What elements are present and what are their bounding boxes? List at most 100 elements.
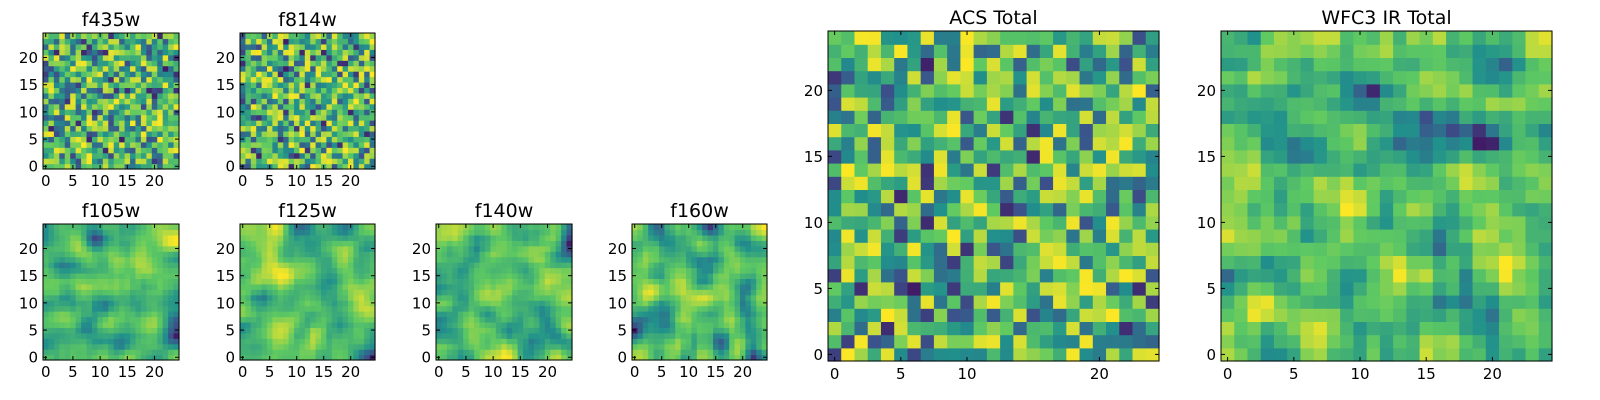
- heatmap-cell: [718, 262, 725, 269]
- heatmap-cell: [463, 262, 470, 269]
- heatmap-cell: [245, 38, 252, 45]
- heatmap-cell: [446, 316, 453, 323]
- heatmap-cell: [272, 283, 279, 290]
- heatmap-cell: [348, 234, 354, 241]
- heatmap-cell: [642, 256, 649, 263]
- heatmap-cell: [124, 327, 131, 334]
- heatmap-cell: [53, 147, 60, 154]
- heatmap-cell: [907, 176, 922, 190]
- heatmap-cell: [1039, 44, 1054, 58]
- heatmap-cell: [108, 87, 115, 94]
- heatmap-cell: [315, 267, 322, 274]
- heatmap-cell: [288, 114, 295, 121]
- heatmap-cell: [288, 251, 295, 258]
- heatmap-cell: [468, 327, 475, 334]
- heatmap-cell: [463, 321, 470, 328]
- heatmap-cell: [1313, 202, 1328, 217]
- heatmap-cell: [245, 321, 252, 328]
- heatmap-cell: [723, 245, 730, 252]
- heatmap-cell: [310, 136, 317, 143]
- heatmap-cell: [841, 215, 856, 230]
- heatmap-cell: [1013, 242, 1028, 256]
- heatmap-cell: [1119, 44, 1134, 58]
- heatmap-cell: [452, 349, 459, 356]
- heatmap-cell: [750, 267, 757, 274]
- heatmap-cell: [441, 321, 448, 328]
- heatmap-cell: [1419, 255, 1434, 270]
- heatmap-cell: [973, 295, 988, 309]
- heatmap-cell: [86, 262, 93, 269]
- heatmap-cell: [102, 278, 109, 285]
- heatmap-cell: [1221, 281, 1235, 296]
- heatmap-cell: [446, 343, 453, 350]
- heatmap-cell: [168, 54, 175, 61]
- heatmap-cell: [310, 120, 317, 127]
- heatmap-cell: [294, 267, 300, 274]
- heatmap-cell: [533, 316, 540, 323]
- heatmap-cell: [119, 349, 126, 356]
- heatmap-cell: [168, 294, 175, 301]
- heatmap-cell: [283, 65, 290, 72]
- heatmap-cell: [734, 283, 741, 290]
- heatmap-cell: [1432, 255, 1447, 270]
- heatmap-cell: [283, 240, 290, 247]
- heatmap-cell: [168, 234, 175, 241]
- heatmap-cell: [250, 332, 257, 339]
- heatmap-cell: [1419, 334, 1434, 349]
- heatmap-cell: [119, 141, 126, 148]
- heatmap-cell: [894, 229, 909, 243]
- heatmap-cell: [664, 332, 671, 339]
- heatmap-cell: [1419, 268, 1434, 283]
- heatmap-cell: [761, 294, 768, 301]
- heatmap-cell: [59, 38, 66, 45]
- heatmap-cell: [894, 202, 909, 217]
- heatmap-cell: [729, 316, 736, 323]
- heatmap-cell: [653, 267, 660, 274]
- heatmap-cell: [130, 240, 137, 247]
- heatmap-cell: [348, 54, 354, 61]
- heatmap-cell: [119, 262, 126, 269]
- heatmap-cell: [43, 305, 50, 312]
- heatmap-cell: [342, 251, 349, 258]
- heatmap-cell: [130, 98, 137, 105]
- heatmap-cell: [468, 267, 475, 274]
- heatmap-cell: [353, 163, 360, 170]
- heatmap-cell: [299, 321, 306, 328]
- heatmap-cell: [168, 251, 175, 258]
- heatmap-cell: [659, 311, 665, 318]
- heatmap-cell: [1221, 202, 1235, 217]
- heatmap-cell: [1066, 44, 1081, 58]
- heatmap-cell: [1106, 347, 1120, 362]
- heatmap-cell: [664, 240, 671, 247]
- heatmap-cell: [358, 289, 365, 296]
- heatmap-cell: [1340, 281, 1354, 296]
- heatmap-cell: [750, 349, 757, 356]
- heatmap-cell: [91, 103, 98, 110]
- heatmap-cell: [1446, 295, 1460, 309]
- heatmap-cell: [315, 76, 322, 83]
- heatmap-cell: [880, 163, 895, 177]
- heatmap-cell: [294, 245, 300, 252]
- heatmap-cell: [740, 245, 746, 252]
- heatmap-cell: [146, 65, 153, 72]
- heatmap-cell: [130, 92, 137, 99]
- heatmap-cell: [1039, 229, 1054, 243]
- heatmap-cell: [146, 120, 153, 127]
- heatmap-cell: [1366, 281, 1381, 296]
- heatmap-cell: [119, 229, 126, 236]
- heatmap-cell: [854, 255, 869, 270]
- heatmap-cell: [1066, 83, 1081, 98]
- heatmap-cell: [1287, 268, 1302, 283]
- heatmap-cell: [267, 103, 273, 110]
- heatmap-cell: [1512, 308, 1527, 322]
- heatmap-cell: [157, 87, 164, 94]
- heatmap-cell: [245, 152, 252, 159]
- heatmap-cell: [358, 130, 365, 137]
- heatmap-cell: [43, 316, 50, 323]
- heatmap-cell: [479, 283, 486, 290]
- heatmap-cell: [358, 224, 365, 231]
- heatmap-cell: [1300, 347, 1315, 362]
- heatmap-cell: [81, 338, 88, 345]
- heatmap-cell: [1066, 176, 1081, 190]
- heatmap-cell: [288, 262, 295, 269]
